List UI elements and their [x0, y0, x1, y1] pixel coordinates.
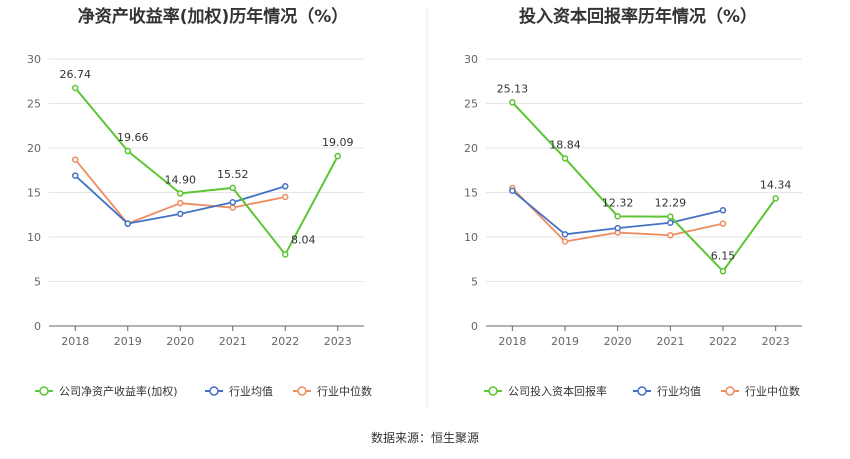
data-label: 6.15: [711, 249, 736, 262]
data-point-avg: [124, 220, 131, 227]
series-line-company: [511, 101, 777, 273]
series-line-company: [74, 87, 339, 256]
roe-chart: 净资产收益率(加权)历年情况（%） 0 5 10 15 20 25 30 2018 2019 202…: [27, 6, 372, 398]
legend-item-median[interactable]: 行业中位数: [293, 384, 372, 398]
x-tick-label: 2021: [656, 335, 684, 348]
y-tick-label: 10: [464, 231, 478, 244]
y-tick-label: 5: [34, 276, 41, 289]
data-point-median: [177, 199, 184, 207]
y-tick-label: 0: [34, 320, 41, 333]
y-tick-label: 0: [471, 320, 478, 333]
data-point-company: [772, 195, 779, 202]
x-tick-label: 2023: [324, 335, 352, 348]
data-point-avg: [509, 187, 516, 194]
legend-label: 行业中位数: [317, 384, 372, 398]
y-tick-label: 20: [27, 142, 41, 155]
x-tick-label: 2018: [498, 335, 526, 348]
legend-swatch-marker: [725, 386, 735, 396]
data-point-company: [124, 147, 131, 155]
data-point-avg: [282, 183, 289, 190]
legend-swatch-marker: [297, 386, 307, 396]
data-point-company: [72, 84, 79, 92]
x-tick-label: 2020: [604, 335, 632, 348]
data-point-median: [229, 204, 236, 211]
roic-chart: 投入资本回报率历年情况（%） 0 5 10 15 20 25 30 2018 2019 2020 20…: [464, 6, 802, 398]
legend-label: 公司净资产收益率(加权): [59, 384, 178, 398]
data-point-company: [509, 99, 516, 106]
legend-label: 行业均值: [657, 385, 701, 398]
data-point-company: [667, 213, 674, 220]
data-label: 15.52: [217, 168, 249, 181]
data-label: 12.32: [602, 196, 634, 209]
legend-swatch-marker: [488, 386, 498, 396]
y-tick-label: 15: [27, 187, 41, 200]
x-tick-label: 2022: [271, 335, 299, 348]
data-label: 26.74: [60, 68, 92, 81]
data-label: 19.66: [117, 131, 149, 144]
data-label: 25.13: [497, 82, 529, 95]
data-label: 12.29: [655, 197, 687, 210]
data-point-company: [614, 213, 621, 220]
y-tick-label: 20: [464, 142, 478, 155]
data-label: 14.90: [165, 173, 197, 186]
y-tick-label: 15: [464, 187, 478, 200]
x-tick-label: 2020: [166, 335, 194, 348]
data-point-avg: [667, 219, 674, 227]
legend-item-company[interactable]: 公司投入资本回报率: [484, 384, 607, 398]
data-point-company: [719, 268, 727, 275]
data-point-median: [561, 238, 569, 245]
x-tick-label: 2019: [551, 335, 579, 348]
chart-title: 净资产收益率(加权)历年情况（%）: [78, 6, 349, 27]
data-source-note: 数据来源：恒生聚源: [371, 430, 479, 445]
x-tick-label: 2021: [219, 335, 247, 348]
data-point-avg: [719, 207, 727, 214]
y-tick-label: 5: [471, 276, 478, 289]
legend-item-company[interactable]: 公司净资产收益率(加权): [35, 384, 178, 398]
legend-item-median[interactable]: 行业中位数: [721, 384, 800, 398]
y-tick-label: 25: [27, 98, 41, 111]
data-point-median: [719, 220, 727, 227]
legend-label: 公司投入资本回报率: [508, 384, 607, 398]
data-point-avg: [561, 231, 569, 238]
data-point-company: [282, 251, 289, 258]
legend-label: 行业均值: [229, 385, 273, 398]
legend-swatch-marker: [637, 386, 647, 396]
legend-swatch-marker: [209, 386, 219, 396]
legend-item-avg[interactable]: 行业均值: [205, 385, 273, 398]
x-tick-label: 2018: [61, 335, 89, 348]
data-point-company: [177, 190, 184, 197]
data-label: 8.04: [291, 233, 316, 246]
data-label: 18.84: [549, 138, 581, 151]
data-point-avg: [614, 224, 621, 232]
data-point-median: [72, 156, 79, 163]
x-tick-label: 2022: [709, 335, 737, 348]
y-tick-label: 10: [27, 231, 41, 244]
data-point-company: [229, 184, 236, 192]
y-tick-label: 30: [27, 53, 41, 66]
legend-label: 行业中位数: [745, 384, 800, 398]
legend-item-avg[interactable]: 行业均值: [633, 385, 701, 398]
x-tick-label: 2019: [114, 335, 142, 348]
data-point-avg: [72, 172, 79, 179]
data-point-avg: [177, 210, 184, 218]
data-point-median: [667, 231, 674, 239]
y-tick-label: 25: [464, 98, 478, 111]
data-point-company: [334, 152, 341, 160]
y-tick-label: 30: [464, 53, 478, 66]
data-label: 14.34: [760, 178, 792, 191]
chart-title: 投入资本回报率历年情况（%）: [519, 6, 757, 27]
data-label: 19.09: [322, 136, 354, 149]
data-point-company: [561, 155, 569, 162]
legend-swatch-marker: [39, 386, 49, 396]
data-point-avg: [229, 199, 236, 206]
data-point-median: [282, 193, 289, 201]
x-tick-label: 2023: [762, 335, 790, 348]
